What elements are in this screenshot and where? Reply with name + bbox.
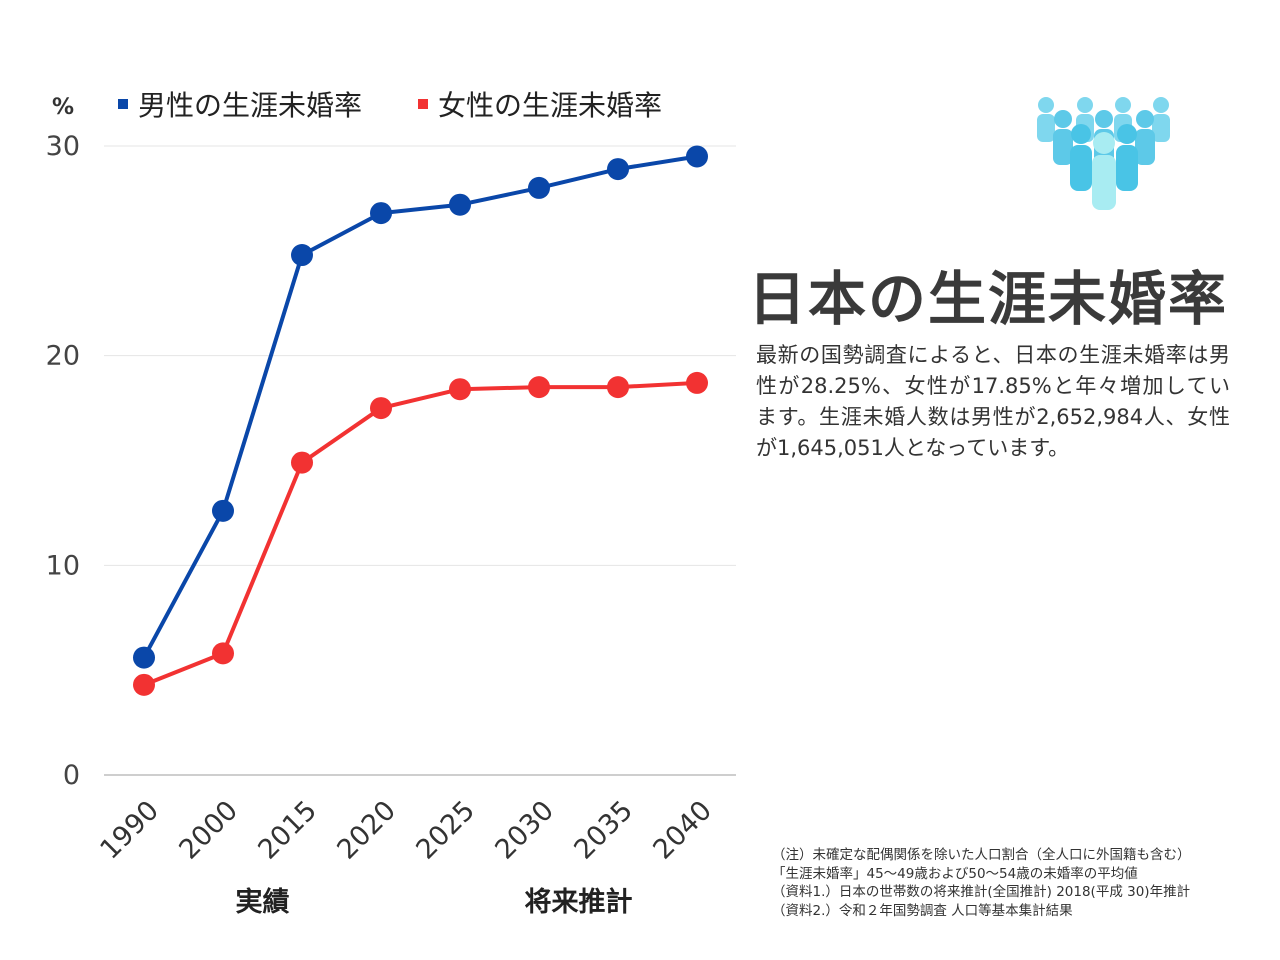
x-tick-label: 2000 bbox=[173, 795, 244, 866]
male-data-point bbox=[212, 499, 234, 522]
legend-label: 女性の生涯未婚率 bbox=[438, 89, 662, 122]
female-series-line bbox=[142, 380, 699, 687]
y-unit-label: % bbox=[52, 95, 74, 120]
legend-marker bbox=[118, 99, 128, 109]
female-data-point bbox=[449, 378, 471, 401]
people-group-icon bbox=[1030, 92, 1180, 221]
x-tick-label: 2040 bbox=[647, 795, 718, 866]
male-data-point bbox=[686, 145, 708, 168]
female-data-point bbox=[133, 673, 155, 696]
male-series-line bbox=[142, 154, 699, 660]
y-tick-label: 30 bbox=[46, 131, 80, 162]
male-data-point bbox=[528, 176, 550, 199]
female-data-point bbox=[528, 376, 550, 399]
note-line: （資料2.）令和２年国勢調査 人口等基本集計結果 bbox=[772, 902, 1073, 919]
female-data-point bbox=[686, 371, 708, 394]
y-tick-label: 10 bbox=[46, 550, 80, 581]
x-tick-label: 2025 bbox=[410, 795, 481, 866]
male-data-point bbox=[291, 244, 313, 267]
x-tick-label: 1990 bbox=[94, 795, 165, 866]
x-group-label: 将来推計 bbox=[525, 886, 633, 918]
female-data-point bbox=[212, 642, 234, 665]
male-data-point bbox=[133, 646, 155, 669]
note-line: 「生涯未婚率」45〜49歳および50〜54歳の未婚率の平均値 bbox=[772, 865, 1138, 882]
x-tick-label: 2030 bbox=[489, 795, 560, 866]
x-tick-label: 2015 bbox=[252, 795, 323, 866]
page-title: 日本の生涯未婚率 bbox=[748, 265, 1229, 333]
y-tick-label: 20 bbox=[46, 341, 80, 372]
legend-label: 男性の生涯未婚率 bbox=[138, 89, 362, 122]
male-data-point bbox=[370, 202, 392, 225]
description-text: 最新の国勢調査によると、日本の生涯未婚率は男性が28.25%、女性が17.85%… bbox=[756, 343, 1230, 460]
x-group-label: 実績 bbox=[236, 886, 290, 918]
note-line: （注）未確定な配偶関係を除いた人口割合（全人口に外国籍も含む） bbox=[772, 847, 1191, 863]
male-data-point bbox=[449, 193, 471, 216]
female-data-point bbox=[607, 376, 629, 399]
y-tick-label: 0 bbox=[63, 760, 80, 791]
x-tick-label: 2020 bbox=[331, 795, 402, 866]
legend-marker bbox=[418, 99, 428, 109]
female-data-point bbox=[291, 451, 313, 474]
note-line: （資料1.）日本の世帯数の将来推計(全国推計) 2018(平成 30)年推計 bbox=[772, 884, 1191, 900]
female-data-point bbox=[370, 397, 392, 420]
x-tick-label: 2035 bbox=[568, 795, 639, 866]
male-data-point bbox=[607, 158, 629, 181]
notes: （注）未確定な配偶関係を除いた人口割合（全人口に外国籍も含む） 「生涯未婚率」4… bbox=[772, 846, 1242, 920]
